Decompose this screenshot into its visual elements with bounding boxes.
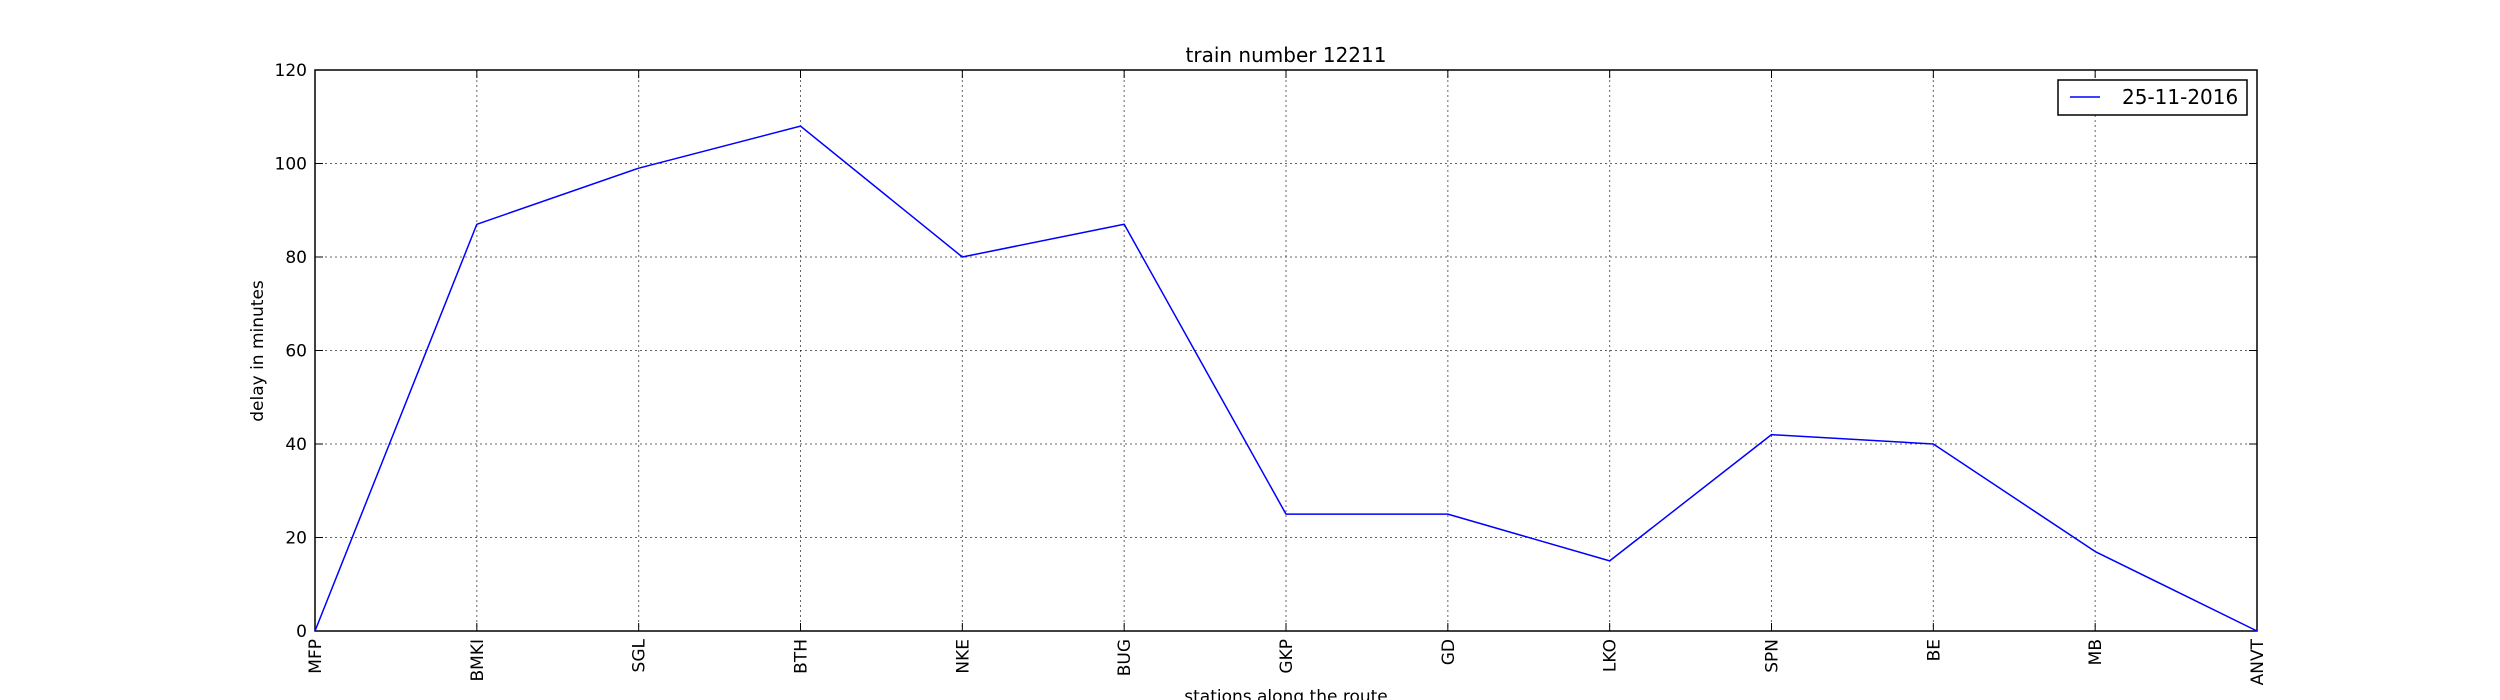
legend-label: 25-11-2016 [2122,85,2238,109]
x-tick-label: BE [1924,639,1944,661]
y-tick-label: 20 [285,529,307,549]
x-tick-label: LKO [1601,639,1621,672]
y-axis-title: delay in minutes [248,280,268,422]
x-tick-label: BUG [1115,639,1135,676]
chart-title: train number 12211 [1186,43,1387,67]
x-tick-label: GD [1439,639,1459,665]
x-tick-label: BMKI [468,639,488,682]
x-tick-label: MFP [306,639,326,674]
x-axis-title: stations along the route [1184,687,1388,700]
x-tick-label: MB [2086,639,2106,665]
x-tick-label: SPN [1763,639,1783,673]
axis-ticks: 0 20 40 60 80 100 120 MFP BMKI SGL BTH NKE BUG GKP GD L… [275,61,2268,685]
y-tick-label: 40 [285,435,307,455]
x-tick-label: GKP [1277,639,1297,674]
legend: 25-11-2016 [2057,79,2248,116]
x-tick-label: BTH [792,639,812,674]
x-tick-label: SGL [630,638,650,672]
y-tick-label: 80 [285,248,307,268]
y-tick-label: 0 [296,622,307,642]
grid [315,70,2257,631]
series-group [314,125,2258,632]
y-tick-label: 100 [275,155,307,175]
y-tick-label: 120 [275,61,307,81]
x-tick-label: NKE [953,639,973,674]
y-tick-label: 60 [285,342,307,362]
x-tick-label: ANVT [2248,638,2268,685]
